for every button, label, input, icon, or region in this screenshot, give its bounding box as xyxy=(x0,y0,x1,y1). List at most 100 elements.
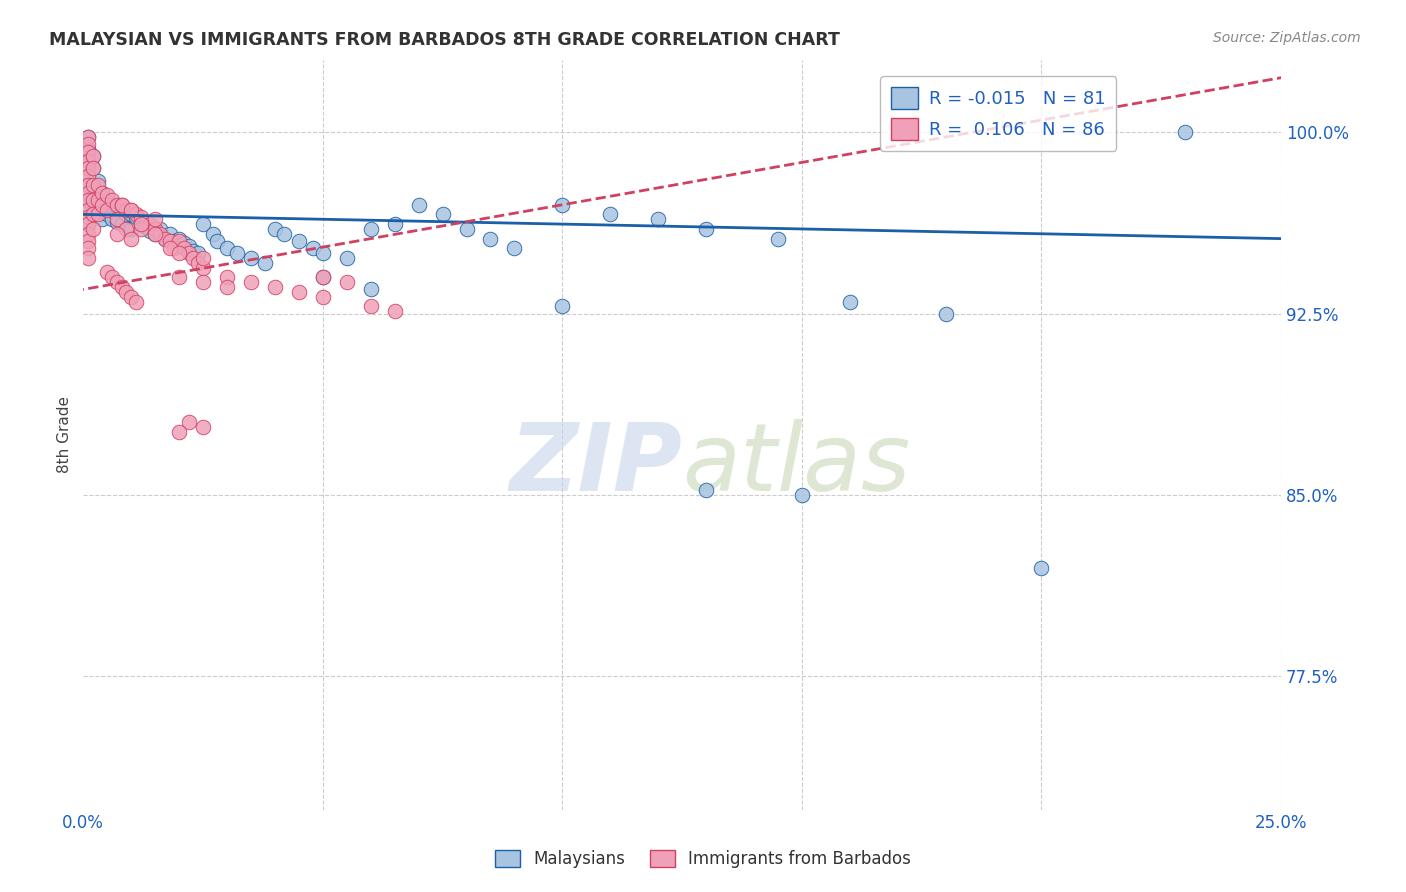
Point xyxy=(167,270,190,285)
Point xyxy=(153,232,176,246)
Point xyxy=(120,202,142,217)
Point xyxy=(77,251,100,265)
Point xyxy=(86,173,108,187)
Point xyxy=(129,215,152,229)
Point xyxy=(360,222,382,236)
Point xyxy=(183,251,205,265)
Point xyxy=(264,222,287,236)
Point xyxy=(86,202,108,217)
Point xyxy=(149,227,172,241)
Point xyxy=(96,202,118,217)
Point xyxy=(110,280,132,294)
Point xyxy=(105,198,128,212)
Point xyxy=(96,207,118,221)
Point xyxy=(77,193,100,207)
Point xyxy=(312,270,335,285)
Point xyxy=(96,193,118,207)
Point xyxy=(187,256,209,270)
Point xyxy=(105,215,128,229)
Point xyxy=(135,219,157,234)
Point xyxy=(125,207,148,221)
Point xyxy=(312,270,335,285)
Point xyxy=(456,222,478,236)
Point xyxy=(163,241,186,255)
Point xyxy=(115,285,138,299)
Point xyxy=(77,241,100,255)
Legend: Malaysians, Immigrants from Barbados: Malaysians, Immigrants from Barbados xyxy=(488,843,918,875)
Point xyxy=(159,227,181,241)
Point xyxy=(432,207,454,221)
Point xyxy=(215,241,238,255)
Point xyxy=(105,200,128,214)
Text: atlas: atlas xyxy=(682,419,910,510)
Point xyxy=(239,275,262,289)
Point xyxy=(551,299,574,313)
Point xyxy=(96,188,118,202)
Point xyxy=(77,137,100,152)
Legend: R = -0.015   N = 81, R =  0.106   N = 86: R = -0.015 N = 81, R = 0.106 N = 86 xyxy=(880,76,1116,151)
Point xyxy=(336,275,359,289)
Point xyxy=(82,207,104,221)
Point xyxy=(96,265,118,279)
Point xyxy=(77,186,100,200)
Point xyxy=(77,227,100,241)
Point xyxy=(86,193,108,207)
Point xyxy=(790,488,813,502)
Point xyxy=(77,161,100,176)
Point xyxy=(695,483,717,498)
Point xyxy=(77,130,100,145)
Point xyxy=(91,186,114,200)
Point xyxy=(91,212,114,227)
Point xyxy=(82,193,104,207)
Point xyxy=(82,193,104,207)
Point xyxy=(139,217,162,231)
Point xyxy=(215,280,238,294)
Point xyxy=(695,222,717,236)
Point xyxy=(105,275,128,289)
Point xyxy=(120,290,142,304)
Point xyxy=(360,282,382,296)
Point xyxy=(105,212,128,227)
Text: ZIP: ZIP xyxy=(509,418,682,510)
Point xyxy=(86,188,108,202)
Point xyxy=(91,198,114,212)
Point xyxy=(167,246,190,260)
Point xyxy=(120,232,142,246)
Point xyxy=(77,169,100,183)
Point xyxy=(77,210,100,224)
Point xyxy=(105,227,128,241)
Point xyxy=(129,217,152,231)
Point xyxy=(177,239,200,253)
Point xyxy=(1031,560,1053,574)
Point xyxy=(129,210,152,224)
Point xyxy=(838,294,860,309)
Point xyxy=(191,217,214,231)
Point xyxy=(82,207,104,221)
Point xyxy=(143,222,166,236)
Point xyxy=(167,232,190,246)
Point xyxy=(82,149,104,163)
Point xyxy=(163,234,186,248)
Point xyxy=(77,154,100,169)
Point xyxy=(273,227,295,241)
Point xyxy=(77,217,100,231)
Point xyxy=(77,234,100,248)
Point xyxy=(935,307,957,321)
Point xyxy=(479,232,502,246)
Point xyxy=(254,256,277,270)
Point xyxy=(149,222,172,236)
Point xyxy=(110,198,132,212)
Point xyxy=(77,178,100,193)
Point xyxy=(167,425,190,439)
Point xyxy=(82,178,104,193)
Point xyxy=(125,294,148,309)
Point xyxy=(77,202,100,217)
Point xyxy=(82,161,104,176)
Point xyxy=(239,251,262,265)
Point xyxy=(135,215,157,229)
Point xyxy=(360,299,382,313)
Point xyxy=(288,285,311,299)
Point xyxy=(125,210,148,224)
Point xyxy=(167,234,190,248)
Point xyxy=(201,227,224,241)
